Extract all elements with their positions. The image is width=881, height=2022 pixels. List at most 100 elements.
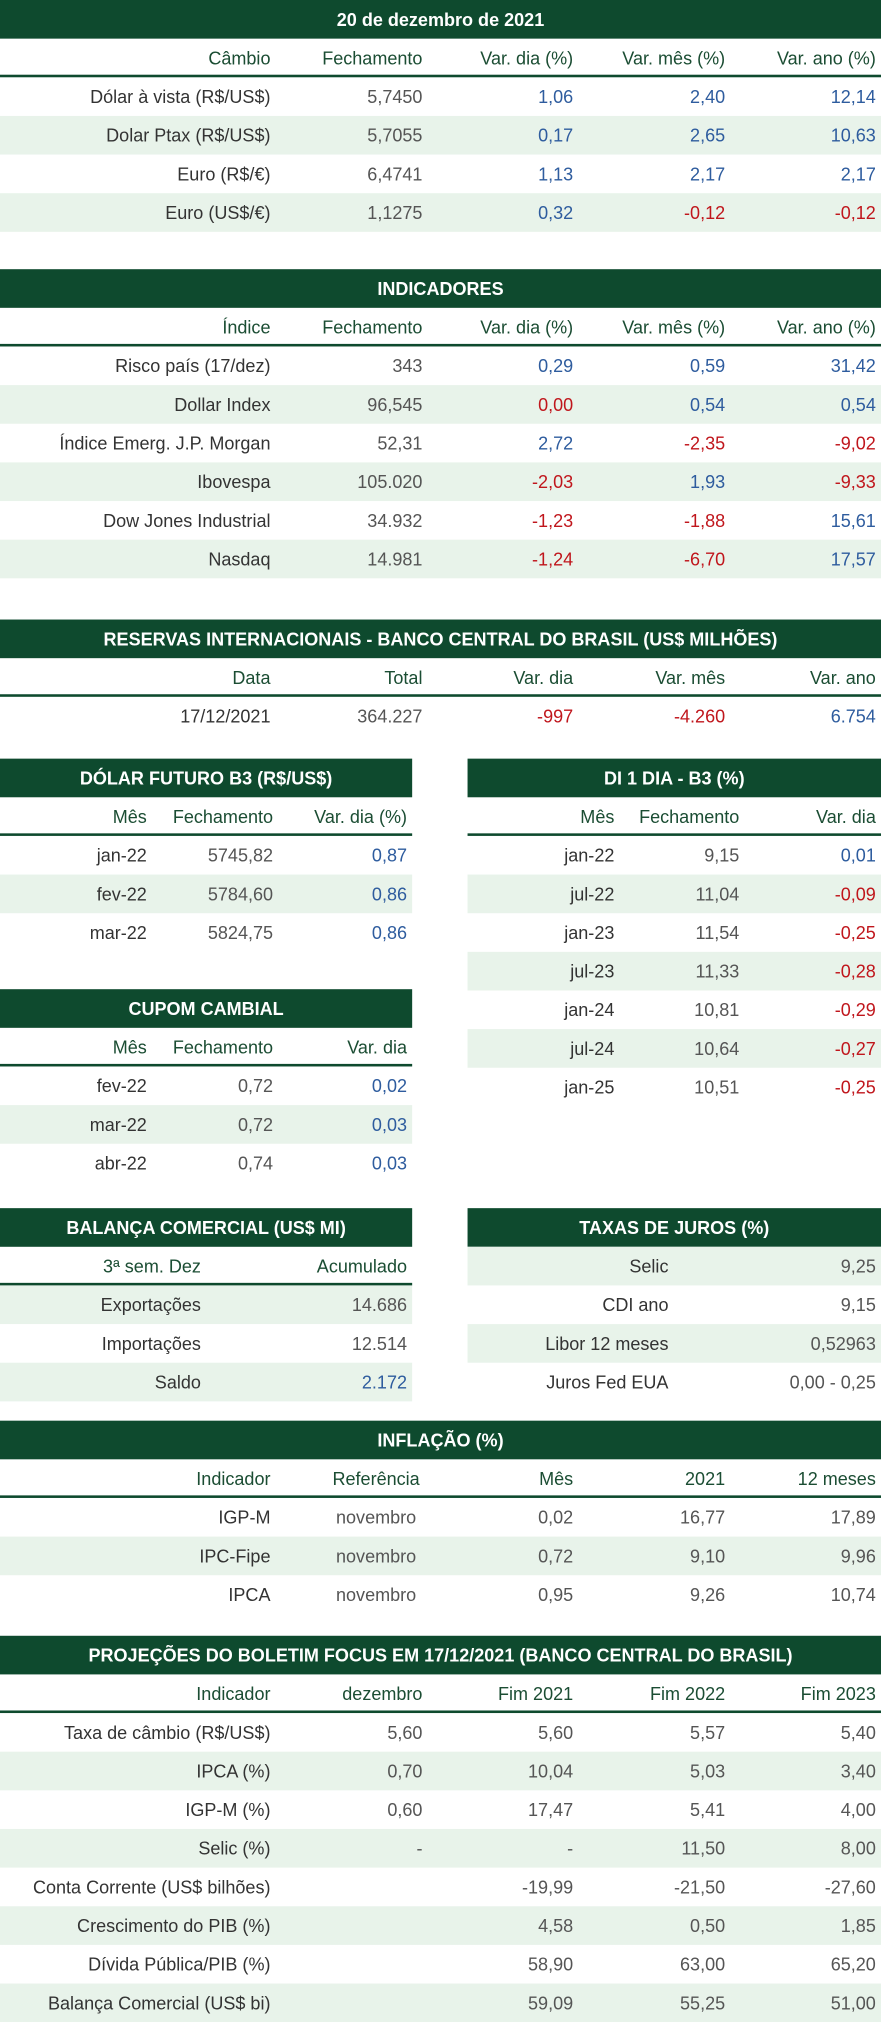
cell: 5,7055 — [367, 124, 423, 146]
row-shade — [0, 1536, 881, 1576]
cell: 0,00 — [538, 394, 574, 415]
cell: 0,03 — [371, 1152, 408, 1174]
cell: 12.514 — [351, 1333, 408, 1354]
cell: novembro — [335, 1584, 417, 1605]
row-shade — [0, 462, 881, 502]
header-cell: Indicador — [196, 1468, 271, 1489]
row-label: jan-23 — [564, 922, 615, 943]
row-label: jan-25 — [564, 1076, 615, 1098]
header-cell: Var. dia — [816, 806, 876, 827]
cell: 0,00 - 0,25 — [789, 1371, 876, 1393]
row-shade — [0, 385, 881, 424]
table-title: DI 1 DIA - B3 (%) — [467, 758, 881, 798]
row-label: 17/12/2021 — [180, 705, 271, 727]
row-label: Dollar Index — [174, 394, 271, 415]
cell: 14.981 — [367, 548, 423, 570]
row-label: jan-22 — [96, 844, 147, 866]
cell: 5,41 — [690, 1799, 726, 1820]
cell: 51,00 — [830, 1992, 876, 2014]
cell: 5824,75 — [207, 922, 274, 943]
cell: 31,42 — [830, 355, 876, 377]
cell: -9,02 — [834, 432, 876, 454]
cell: 9,10 — [690, 1545, 726, 1567]
cell: 17,89 — [830, 1506, 876, 1528]
header-row — [0, 1247, 413, 1286]
header-cell: Mês — [112, 1036, 147, 1058]
row-shade — [0, 1906, 881, 1945]
row-label: Conta Corrente (US$ bilhões) — [32, 1876, 271, 1898]
cell: 11,33 — [695, 960, 740, 982]
cell: 0,01 — [840, 844, 876, 866]
header-row — [0, 1674, 881, 1714]
cell — [273, 1984, 422, 2022]
row-shade — [0, 1751, 881, 1791]
cell: -0,09 — [834, 883, 876, 905]
table-title: INFLAÇÃO (%) — [0, 1420, 881, 1460]
cell: -2,35 — [684, 432, 726, 454]
cell: 0,17 — [538, 124, 574, 146]
cell: 15,61 — [830, 510, 876, 531]
header-cell: Fim 2021 — [497, 1683, 574, 1705]
cell: 9,25 — [840, 1255, 876, 1277]
row-shade — [467, 1246, 881, 1286]
row-shade — [0, 1285, 413, 1325]
header-cell: Mês — [539, 1468, 574, 1489]
row-label: Importações — [101, 1333, 201, 1354]
cell: 0,03 — [371, 1114, 408, 1135]
cell: 11,54 — [695, 922, 740, 943]
cell: 4,00 — [840, 1799, 876, 1820]
row-label: IPCA — [228, 1584, 271, 1605]
row-label: CDI ano — [602, 1294, 669, 1316]
cell: 4,58 — [538, 1915, 574, 1936]
table-title: INDICADORES — [0, 269, 881, 308]
cell: 16,77 — [680, 1506, 726, 1528]
cell: -0,27 — [834, 1038, 876, 1059]
row-label: Libor 12 meses — [545, 1333, 669, 1354]
row-shade — [467, 1324, 881, 1363]
header-cell: Fim 2022 — [649, 1683, 726, 1705]
cell: 12,14 — [830, 86, 876, 107]
cell: 5,40 — [840, 1722, 876, 1743]
cell: 9,15 — [704, 844, 740, 866]
row-label: Dólar à vista (R$/US$) — [90, 86, 271, 107]
header-cell: 2021 — [685, 1468, 726, 1489]
row-label: Taxa de câmbio (R$/US$) — [64, 1722, 271, 1743]
cell: 1,06 — [538, 86, 574, 107]
cell: 0,54 — [840, 394, 876, 415]
cell: 1,1275 — [367, 202, 423, 223]
cell: 1,93 — [690, 471, 726, 493]
table-title: BALANÇA COMERCIAL (US$ MI) — [0, 1208, 413, 1247]
cell: 11,04 — [695, 883, 740, 905]
row-label: Selic — [629, 1255, 669, 1277]
cell: 2,17 — [840, 163, 876, 185]
header-cell: Var. dia (%) — [314, 806, 408, 827]
row-shade — [0, 1828, 881, 1868]
cell: 59,09 — [528, 1992, 574, 2014]
row-shade — [467, 1029, 881, 1068]
cell: - — [416, 1837, 423, 1859]
cell: 0,72 — [538, 1545, 574, 1567]
header-cell: Fechamento — [172, 1036, 274, 1058]
header-cell: Var. ano (%) — [776, 316, 876, 338]
header-cell: Fechamento — [322, 47, 423, 69]
row-label: jul-22 — [570, 883, 615, 905]
cell: 10,81 — [694, 999, 740, 1021]
cell: 6,4741 — [367, 163, 423, 185]
cell: 5745,82 — [207, 844, 274, 866]
row-label: fev-22 — [96, 883, 147, 905]
cell: -9,33 — [834, 471, 876, 493]
cell: 5,60 — [538, 1722, 574, 1743]
cell: 11,50 — [681, 1837, 726, 1859]
cell: 0,54 — [690, 394, 726, 415]
cell: 0,74 — [237, 1152, 274, 1174]
row-shade — [0, 193, 881, 232]
header-cell: Índice — [222, 316, 271, 338]
header-row — [0, 1028, 413, 1067]
cell: -0,29 — [834, 999, 876, 1021]
cell: 0,70 — [387, 1760, 423, 1782]
row-label: mar-22 — [89, 1114, 147, 1135]
row-label: IGP-M (%) — [185, 1799, 271, 1820]
header-cell: Var. mês — [655, 667, 726, 688]
header-row — [467, 797, 881, 836]
